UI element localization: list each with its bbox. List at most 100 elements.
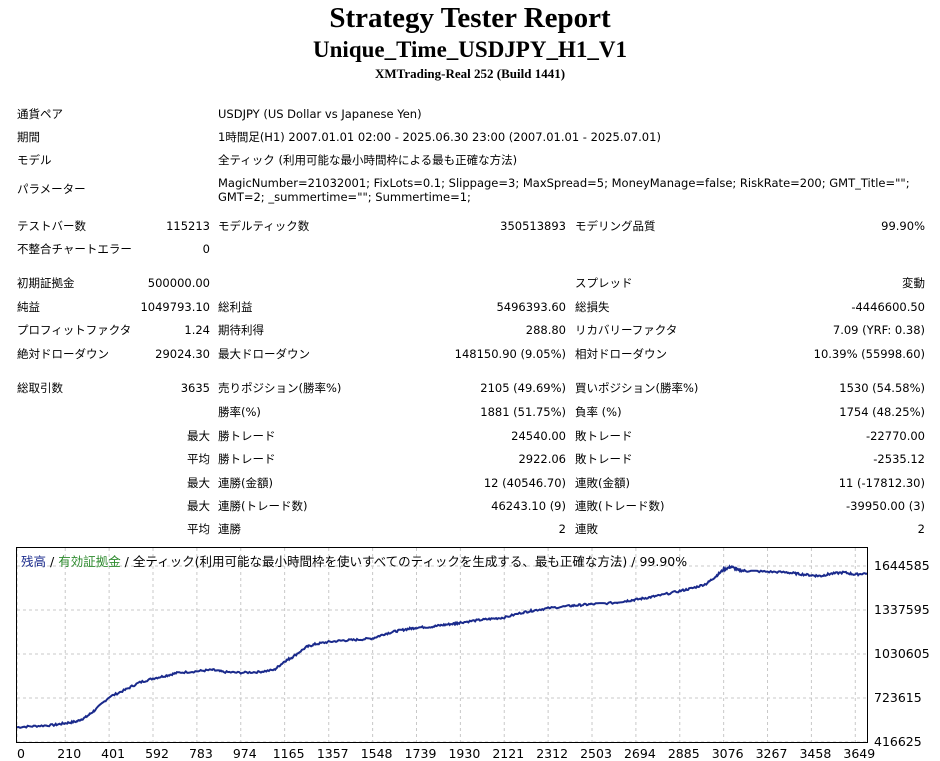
x-tick-label: 3649 xyxy=(843,746,876,761)
avg-consec-losses-label: 連敗 xyxy=(575,522,598,536)
max-consec-losses-amount-value: 11 (-17812.30) xyxy=(838,476,925,490)
legend-separator: / xyxy=(627,554,640,569)
y-tick-label: 1337595 xyxy=(874,602,930,617)
params-value: MagicNumber=21032001; FixLots=0.1; Slipp… xyxy=(218,176,910,204)
deposit-label: 初期証拠金 xyxy=(17,276,75,290)
x-tick-label: 3267 xyxy=(755,746,788,761)
legend-balance: 残高 xyxy=(21,554,47,569)
x-tick-label: 2503 xyxy=(580,746,612,761)
avg-label: 平均 xyxy=(187,522,210,536)
y-tick-label: 416625 xyxy=(874,734,922,749)
deposit-value: 500000.00 xyxy=(147,276,210,290)
largest-loss-value: -22770.00 xyxy=(865,429,925,443)
x-tick-label: 401 xyxy=(101,746,126,761)
largest-win-label: 勝トレード xyxy=(218,429,276,443)
max-drawdown-label: 最大ドローダウン xyxy=(218,347,310,361)
symbol-value: USDJPY (US Dollar vs Japanese Yen) xyxy=(218,107,422,121)
rel-drawdown-value: 10.39% (55998.60) xyxy=(813,347,925,361)
avg-consec-wins-value: 2 xyxy=(558,522,566,536)
legend-model: 全ティック(利用可能な最小時間枠を使いすべてのティックを生成する、最も正確な方法… xyxy=(132,554,628,569)
gross-loss-label: 総損失 xyxy=(575,300,610,314)
win-rate-label: 勝率(%) xyxy=(218,405,261,419)
legend-separator: / xyxy=(120,554,133,569)
total-trades-value: 3635 xyxy=(180,381,210,395)
short-positions-value: 2105 (49.69%) xyxy=(480,381,566,395)
x-tick-label: 2312 xyxy=(536,746,569,761)
mismatch-value: 0 xyxy=(202,242,210,256)
max-consec-wins-count-label: 連勝(トレード数) xyxy=(218,499,308,513)
y-tick-label: 723615 xyxy=(874,690,922,705)
x-tick-label: 2885 xyxy=(667,746,700,761)
balance-chart: 残高 / 有効証拠金 / 全ティック(利用可能な最小時間枠を使いすべてのティック… xyxy=(16,547,868,743)
x-tick-label: 0 xyxy=(17,746,25,761)
recovery-factor-label: リカバリーファクタ xyxy=(575,323,678,337)
rel-drawdown-label: 相対ドローダウン xyxy=(575,347,667,361)
x-tick-label: 1548 xyxy=(360,746,393,761)
avg-loss-value: -2535.12 xyxy=(873,452,925,466)
expert-name: Unique_Time_USDJPY_H1_V1 xyxy=(313,37,627,62)
quality-value: 99.90% xyxy=(881,219,925,233)
avg-consec-losses-value: 2 xyxy=(917,522,925,536)
y-tick-label: 1644585 xyxy=(874,558,930,573)
x-tick-label: 592 xyxy=(145,746,169,761)
max-drawdown-value: 148150.90 (9.05%) xyxy=(454,347,566,361)
ticks-value: 350513893 xyxy=(500,219,566,233)
x-tick-label: 1930 xyxy=(448,746,481,761)
spread-label: スプレッド xyxy=(575,276,633,290)
expected-payoff-value: 288.80 xyxy=(525,323,566,337)
avg-label: 平均 xyxy=(187,452,210,466)
max-consec-wins-count-value: 46243.10 (9) xyxy=(491,499,566,513)
x-tick-label: 3458 xyxy=(799,746,832,761)
max-label: 最大 xyxy=(187,499,210,513)
x-tick-label: 1357 xyxy=(316,746,349,761)
chart-plot xyxy=(17,548,867,742)
x-tick-label: 974 xyxy=(232,746,257,761)
largest-loss-label: 敗トレード xyxy=(575,429,633,443)
bars-label: テストバー数 xyxy=(17,219,86,233)
quality-label: モデリング品質 xyxy=(575,219,656,233)
avg-loss-label: 敗トレード xyxy=(575,452,633,466)
bars-value: 115213 xyxy=(166,219,210,233)
abs-drawdown-label: 絶対ドローダウン xyxy=(17,347,109,361)
expected-payoff-label: 期待利得 xyxy=(218,323,264,337)
recovery-factor-value: 7.09 (YRF: 0.38) xyxy=(832,323,925,337)
max-consec-wins-amount-value: 12 (40546.70) xyxy=(483,476,566,490)
ticks-label: モデルティック数 xyxy=(218,219,310,233)
win-rate-value: 1881 (51.75%) xyxy=(480,405,566,419)
avg-win-label: 勝トレード xyxy=(218,452,276,466)
model-label: モデル xyxy=(17,153,52,167)
period-label: 期間 xyxy=(17,130,40,144)
model-value: 全ティック (利用可能な最小時間枠による最も正確な方法) xyxy=(218,153,518,167)
period-value: 1時間足(H1) 2007.01.01 02:00 - 2025.06.30 2… xyxy=(218,130,661,144)
long-positions-value: 1530 (54.58%) xyxy=(839,381,925,395)
net-profit-value: 1049793.10 xyxy=(140,300,210,314)
legend-separator: / xyxy=(46,554,59,569)
x-tick-label: 2121 xyxy=(492,746,525,761)
spread-value: 変動 xyxy=(902,276,925,290)
avg-win-value: 2922.06 xyxy=(518,452,566,466)
x-tick-label: 1739 xyxy=(404,746,437,761)
long-positions-label: 買いポジション(勝率%) xyxy=(575,381,699,395)
chart-legend: 残高 / 有効証拠金 / 全ティック(利用可能な最小時間枠を使いすべてのティック… xyxy=(21,551,687,570)
gross-loss-value: -4446600.50 xyxy=(851,300,925,314)
net-profit-label: 純益 xyxy=(17,300,40,314)
gross-profit-value: 5496393.60 xyxy=(496,300,566,314)
y-tick-label: 1030605 xyxy=(874,646,930,661)
largest-win-value: 24540.00 xyxy=(511,429,566,443)
server-info: XMTrading-Real 252 (Build 1441) xyxy=(374,66,566,81)
avg-consec-wins-label: 連勝 xyxy=(218,522,241,536)
profit-factor-label: プロフィットファクタ xyxy=(17,323,132,337)
symbol-label: 通貨ペア xyxy=(17,107,63,121)
max-label: 最大 xyxy=(187,429,210,443)
x-tick-label: 1165 xyxy=(272,746,305,761)
gross-profit-label: 総利益 xyxy=(218,300,253,314)
legend-equity: 有効証拠金 xyxy=(58,554,121,569)
params-label: パラメーター xyxy=(17,182,86,196)
max-consec-losses-count-label: 連敗(トレード数) xyxy=(575,499,665,513)
legend-quality: 99.90% xyxy=(639,554,688,569)
profit-factor-value: 1.24 xyxy=(184,323,210,337)
mismatch-label: 不整合チャートエラー xyxy=(17,242,132,256)
max-label: 最大 xyxy=(187,476,210,490)
abs-drawdown-value: 29024.30 xyxy=(155,347,210,361)
short-positions-label: 売りポジション(勝率%) xyxy=(218,381,342,395)
